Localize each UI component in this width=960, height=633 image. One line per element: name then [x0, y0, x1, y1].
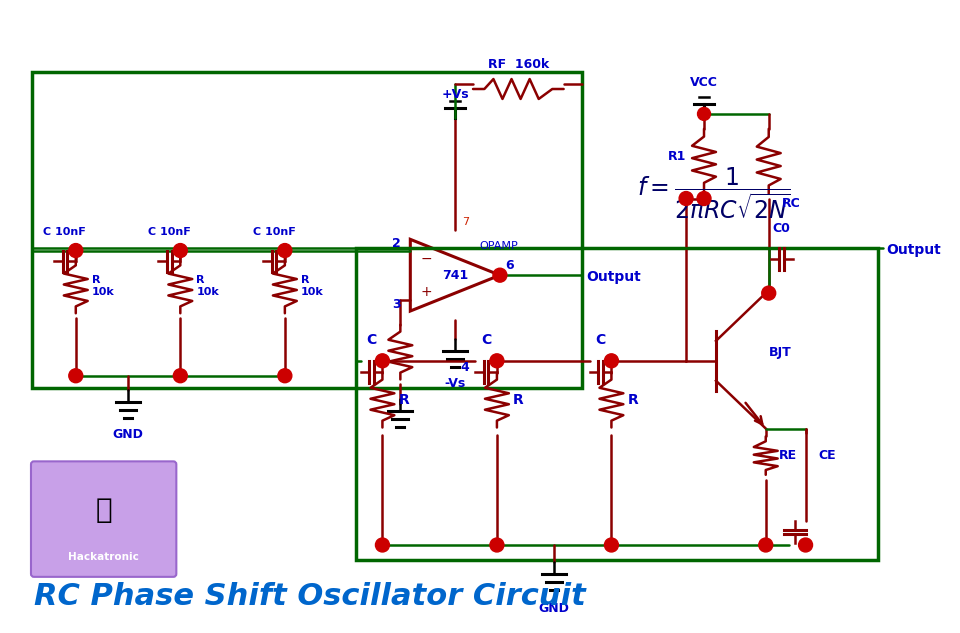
Text: R
10k: R 10k: [196, 275, 219, 297]
Text: R: R: [398, 393, 409, 407]
Circle shape: [605, 354, 618, 368]
Text: 4: 4: [460, 361, 468, 374]
Text: Output: Output: [886, 243, 941, 257]
Circle shape: [174, 244, 187, 258]
Circle shape: [697, 192, 711, 206]
Text: GND: GND: [112, 427, 143, 441]
Circle shape: [799, 538, 812, 552]
Text: R: R: [513, 393, 523, 407]
Text: C: C: [481, 333, 492, 347]
Circle shape: [761, 286, 776, 300]
Circle shape: [69, 369, 83, 383]
Circle shape: [490, 538, 504, 552]
Text: R1: R1: [668, 150, 686, 163]
Text: $-$: $-$: [420, 251, 432, 265]
Text: 3: 3: [392, 298, 400, 311]
Text: 2: 2: [392, 237, 400, 250]
Text: Hackatronic: Hackatronic: [68, 553, 139, 563]
Text: -Vs: -Vs: [444, 377, 466, 390]
Text: 741: 741: [442, 268, 468, 282]
Text: Output: Output: [587, 270, 641, 284]
Text: 6: 6: [505, 259, 514, 272]
Circle shape: [277, 244, 292, 258]
Text: $f = \dfrac{1}{2\pi RC\sqrt{2N}}$: $f = \dfrac{1}{2\pi RC\sqrt{2N}}$: [637, 166, 791, 222]
Text: OPAMP: OPAMP: [480, 241, 518, 251]
Text: C 10nF: C 10nF: [252, 227, 296, 237]
Circle shape: [375, 538, 390, 552]
Circle shape: [174, 369, 187, 383]
Text: R
10k: R 10k: [300, 275, 324, 297]
Text: R
10k: R 10k: [92, 275, 114, 297]
Circle shape: [277, 369, 292, 383]
Text: GND: GND: [539, 602, 569, 615]
Text: BJT: BJT: [769, 346, 791, 360]
Text: RC Phase Shift Oscillator Circuit: RC Phase Shift Oscillator Circuit: [34, 582, 586, 611]
Text: 7: 7: [462, 217, 469, 227]
Circle shape: [375, 354, 390, 368]
Text: CE: CE: [819, 449, 836, 462]
Circle shape: [679, 192, 693, 206]
Text: RE: RE: [779, 449, 797, 462]
Circle shape: [69, 244, 83, 258]
Text: R: R: [627, 393, 638, 407]
Text: RC: RC: [781, 197, 801, 210]
Text: C 10nF: C 10nF: [43, 227, 86, 237]
Circle shape: [605, 538, 618, 552]
Text: C: C: [595, 333, 606, 347]
Text: C0: C0: [773, 222, 791, 235]
Text: RF  160k: RF 160k: [488, 58, 549, 71]
Circle shape: [490, 354, 504, 368]
Text: C: C: [367, 333, 376, 347]
Circle shape: [492, 268, 507, 282]
Text: $+$: $+$: [420, 285, 432, 299]
Text: +Vs: +Vs: [442, 88, 468, 101]
Text: C 10nF: C 10nF: [148, 227, 191, 237]
FancyBboxPatch shape: [31, 461, 177, 577]
Text: 🧠: 🧠: [95, 496, 112, 524]
Text: VCC: VCC: [690, 76, 718, 89]
Circle shape: [698, 108, 710, 120]
Circle shape: [758, 538, 773, 552]
